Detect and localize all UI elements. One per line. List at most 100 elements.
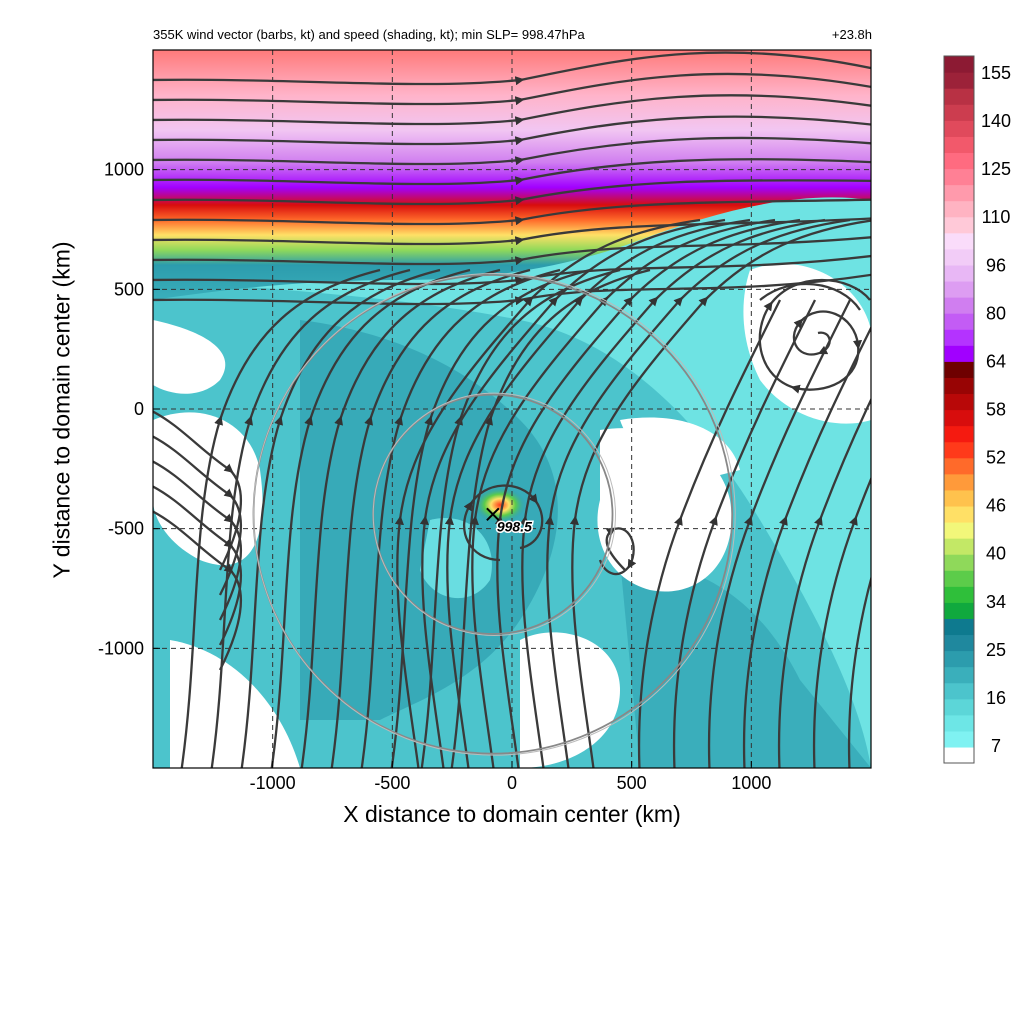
colorbar-swatch (944, 521, 974, 539)
colorbar-swatch (944, 297, 974, 314)
colorbar-swatch (944, 88, 974, 105)
y-tick-label: 500 (114, 279, 144, 299)
streamline (153, 410, 243, 571)
colorbar-swatch (944, 570, 974, 587)
storm-center-marker: 998.5 (486, 507, 534, 536)
streamline (637, 299, 782, 768)
streamline (153, 94, 871, 126)
colorbar-swatch (944, 313, 974, 330)
colorbar-swatch (944, 441, 974, 459)
streamline (463, 484, 544, 562)
streamline (847, 575, 871, 768)
streamline (240, 268, 441, 768)
streamline (153, 72, 871, 106)
colorbar-swatch (944, 361, 974, 378)
colorbar-tick-label: 46 (986, 496, 1006, 516)
streamline (569, 219, 871, 768)
colorbar-swatch (944, 682, 974, 700)
colorbar-swatch (944, 714, 974, 732)
x-tick-label: 500 (617, 773, 647, 793)
colorbar-swatch (944, 618, 974, 636)
range-ring-outline (372, 392, 617, 636)
colorbar-swatch (944, 634, 974, 652)
forecast-lead-time: +23.8h (831, 27, 872, 42)
colorbar-tick-label: 7 (991, 736, 1001, 756)
y-axis: -1000 -500 0 500 1000 (98, 160, 160, 658)
colorbar-swatch (944, 473, 974, 491)
range-rings (252, 272, 736, 756)
colorbar-frame (943, 55, 975, 764)
colorbar-tick-label: 40 (986, 544, 1006, 564)
y-tick-label: 0 (134, 399, 144, 419)
min-slp-label: 998.5 (497, 518, 532, 534)
streamline (153, 510, 243, 671)
colorbar-tick-label: 140 (981, 111, 1011, 131)
colorbar-swatch (944, 248, 974, 266)
y-tick-label: -1000 (98, 638, 144, 658)
colorbar-swatch (944, 120, 974, 137)
colorbar-swatch (944, 200, 974, 218)
colorbar-swatch (944, 538, 974, 555)
streamline (812, 476, 871, 768)
colorbar-swatch (944, 489, 974, 507)
colorbar-tick-label: 64 (986, 351, 1006, 371)
colorbar-swatch (944, 152, 974, 170)
streamline (153, 115, 871, 146)
colorbar-swatch (944, 505, 974, 523)
colorbar-swatch (944, 168, 974, 186)
colorbar-tick-label: 25 (986, 640, 1006, 660)
colorbar-tick-label: 34 (986, 592, 1006, 612)
streamline (153, 435, 243, 596)
streamline (758, 278, 871, 394)
x-axis: -1000 -500 0 500 1000 (250, 761, 771, 793)
colorbar-swatch (944, 280, 974, 298)
colorbar-swatch (944, 56, 974, 73)
streamline (153, 158, 871, 186)
colorbar-swatch (944, 746, 974, 764)
colorbar-swatch (944, 409, 974, 427)
colorbar-tick-label: 52 (986, 448, 1006, 468)
x-tick-label: -500 (374, 773, 410, 793)
streamline (210, 268, 411, 768)
colorbar-swatch (944, 264, 974, 282)
colorbar-swatch (944, 586, 974, 603)
colorbar-swatch (944, 72, 974, 89)
streamline (153, 136, 871, 166)
colorbar-swatch (944, 554, 974, 571)
colorbar-swatch (944, 329, 974, 346)
colorbar-tick-label: 16 (986, 688, 1006, 708)
x-tick-label: 1000 (731, 773, 771, 793)
streamline (153, 236, 871, 266)
streamline (153, 179, 871, 206)
x-tick-label: 0 (507, 773, 517, 793)
streamline (153, 51, 871, 86)
colorbar-swatch (944, 345, 974, 362)
colorbar-swatch (944, 698, 974, 716)
streamline (153, 198, 871, 226)
colorbar-tick-label: 96 (986, 255, 1006, 275)
colorbar-swatch (944, 457, 974, 475)
streamline (777, 397, 871, 768)
colorbar-swatch (944, 232, 974, 250)
colorbar-swatch (944, 104, 974, 121)
x-axis-label: X distance to domain center (km) (343, 801, 681, 827)
colorbar-tick-label: 155 (981, 63, 1011, 83)
colorbar-tick-label: 80 (986, 303, 1006, 323)
colorbar-swatch (944, 216, 974, 234)
streamlines (153, 51, 871, 768)
colorbar-tick-label: 110 (982, 207, 1011, 227)
colorbar: 7 16 25 34 40 46 52 58 64 80 96 110 125 140 155 (943, 55, 1011, 764)
colorbar-swatch (944, 184, 974, 202)
colorbar-swatch (944, 377, 974, 395)
y-tick-label: -500 (108, 519, 144, 539)
chart-title: 355K wind vector (barbs, kt) and speed (… (153, 27, 585, 42)
wind-speed-shading (153, 50, 871, 768)
colorbar-swatch (944, 650, 974, 668)
streamline (153, 217, 871, 246)
colorbar-swatch (944, 136, 974, 154)
range-ring-outline (253, 272, 736, 756)
x-tick-label: -1000 (250, 773, 296, 793)
streamline (180, 268, 381, 768)
colorbar-tick-label: 58 (986, 400, 1006, 420)
